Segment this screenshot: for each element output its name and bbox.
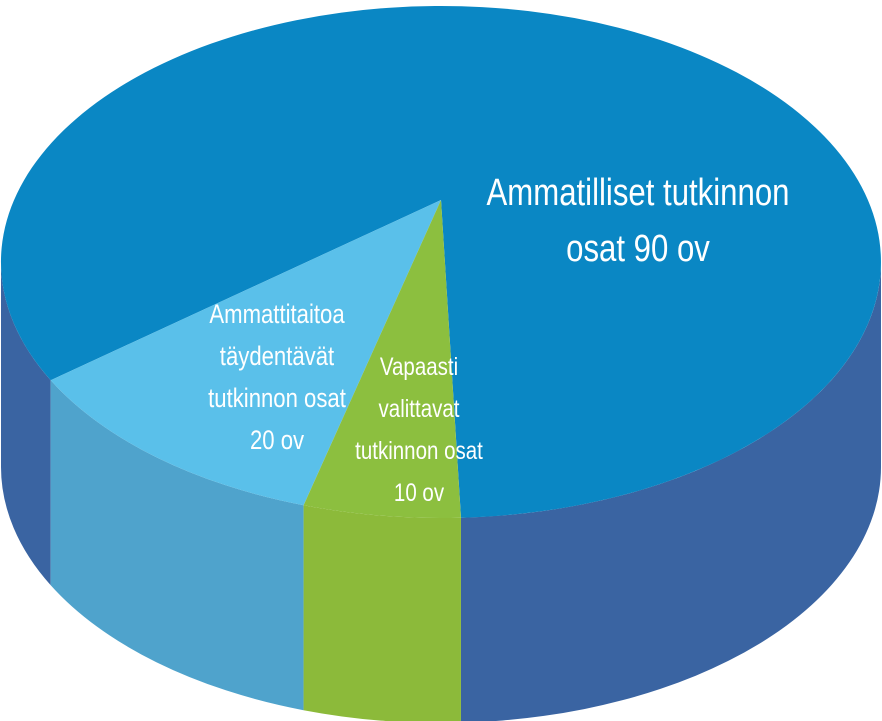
- label-ammattitaitoa-line: 20 ov: [250, 426, 305, 456]
- label-ammatilliset-line: osat 90 ov: [566, 228, 710, 270]
- side-small-10: [303, 505, 461, 721]
- label-ammatilliset-line: Ammatilliset tutkinnon: [487, 172, 790, 214]
- slice-top-ammattitaitoa: [50, 200, 441, 506]
- side-small-20: [50, 380, 304, 711]
- label-ammatilliset: Ammatilliset tutkinnon osat 90 ov: [487, 172, 790, 270]
- label-vapaasti-line: tutkinnon osat: [355, 436, 483, 464]
- side-main-right: [460, 262, 881, 721]
- label-ammattitaitoa-line: täydentävät: [220, 342, 335, 372]
- pie-sides: [1, 262, 881, 721]
- slice-top-vapaasti: [303, 200, 461, 519]
- slice-top-ammatilliset: [0, 5, 881, 518]
- label-ammattitaitoa: Ammattitaitoa täydentävät tutkinnon osat 20…: [208, 300, 346, 456]
- label-ammattitaitoa-line: tutkinnon osat: [208, 384, 346, 414]
- pie-labels: Ammatilliset tutkinnon osat 90 ov Ammattit…: [208, 172, 789, 506]
- label-vapaasti-line: valittavat: [379, 394, 460, 422]
- label-vapaasti: Vapaasti valittavat tutkinnon osat 10 ov: [355, 352, 483, 506]
- label-vapaasti-line: 10 ov: [394, 478, 445, 506]
- pie-tops: [0, 5, 881, 519]
- label-vapaasti-line: Vapaasti: [380, 352, 458, 380]
- side-main-left: [1, 262, 51, 586]
- label-ammattitaitoa-line: Ammattitaitoa: [209, 300, 344, 330]
